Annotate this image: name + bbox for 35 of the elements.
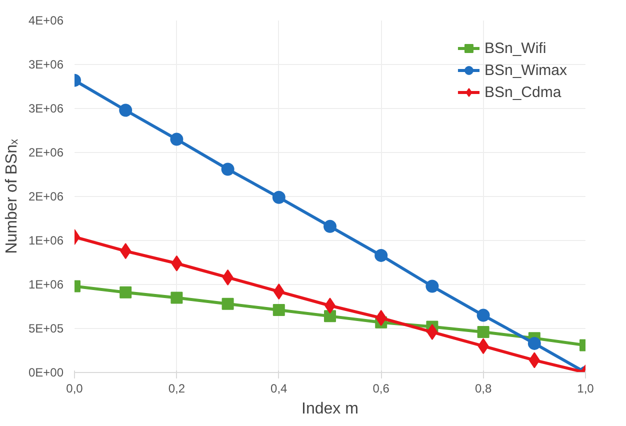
point	[374, 248, 388, 262]
legend-label: BSn_Cdma	[484, 84, 562, 100]
y-tick-label: 1E+06	[28, 278, 64, 292]
point	[477, 326, 490, 338]
point	[528, 336, 541, 350]
legend-label: BSn_Wimax	[484, 62, 567, 78]
point	[324, 310, 336, 322]
point	[476, 308, 490, 322]
point	[272, 304, 285, 316]
legend-label: BSn_Wifi	[484, 40, 546, 56]
x-tick-label: 0,8	[474, 382, 492, 396]
point	[272, 190, 286, 204]
y-tick-label: 2E+06	[28, 146, 64, 160]
point	[120, 286, 132, 298]
x-tick-label: 0,0	[66, 382, 84, 396]
y-tick-label: 0E+00	[28, 366, 64, 380]
point	[426, 280, 439, 293]
point	[222, 298, 234, 310]
point	[221, 162, 234, 176]
point	[170, 132, 184, 146]
y-tick-label: 3E+06	[28, 102, 64, 116]
x-tick-label: 1,0	[577, 382, 594, 396]
y-tick-label: 5E+05	[28, 322, 64, 336]
y-tick-label: 3E+06	[28, 58, 64, 72]
x-tick-label: 0,6	[372, 382, 390, 396]
y-tick-label: 1E+06	[28, 234, 64, 248]
point	[324, 220, 336, 233]
y-tick-label: 2E+06	[28, 190, 64, 204]
y-axis-title: Number of BSnₓ	[3, 138, 20, 254]
y-tick-label: 4E+06	[28, 14, 64, 28]
x-axis-title: Index m	[302, 400, 358, 418]
point	[170, 292, 183, 304]
x-tick-label: 0,4	[270, 382, 288, 396]
x-tick-label: 0,2	[168, 382, 186, 396]
point	[119, 104, 132, 117]
